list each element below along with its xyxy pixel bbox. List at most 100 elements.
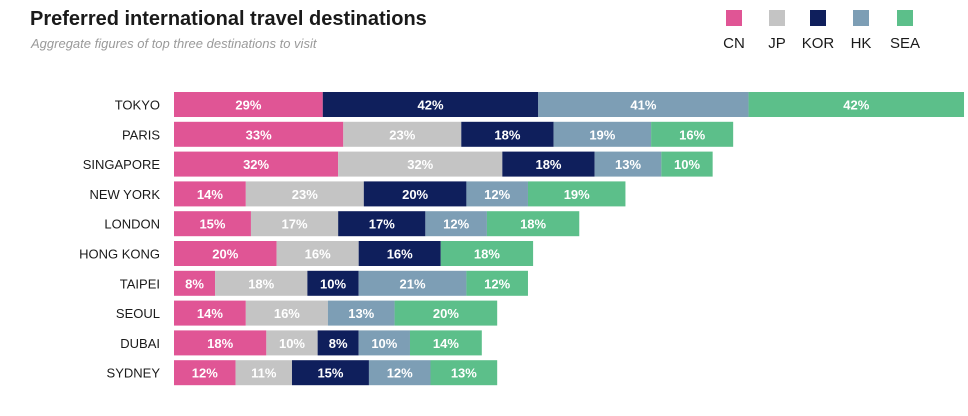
bar-label-new-york-cn: 14%: [197, 187, 223, 202]
legend-label-cn: CN: [723, 35, 745, 52]
bar-tokyo-cn: [174, 92, 323, 117]
bar-london-sea: [486, 211, 580, 237]
legend-item-jp: JP: [768, 10, 786, 52]
category-label-dubai: DUBAI: [120, 336, 160, 351]
bar-sydney-kor: [291, 360, 369, 386]
bar-label-taipei-sea: 12%: [484, 276, 510, 291]
bar-label-dubai-cn: 18%: [207, 336, 233, 351]
bar-label-hong-kong-jp: 16%: [305, 247, 331, 262]
bar-label-tokyo-cn: 29%: [235, 98, 261, 113]
legend-swatch-jp: [769, 10, 785, 26]
category-label-tokyo: TOKYO: [115, 98, 160, 113]
bar-label-hong-kong-sea: 18%: [474, 247, 500, 262]
bar-row-paris: 33% 23% 18% 19% 16%: [174, 121, 734, 147]
bar-label-paris-sea: 16%: [679, 127, 705, 142]
bar-hong-kong-jp: [276, 241, 359, 266]
bar-tokyo-sea: [748, 92, 965, 117]
bar-label-dubai-kor: 8%: [329, 336, 348, 351]
bar-row-tokyo: 29% 42% 41% 42%: [174, 92, 965, 117]
bar-london-kor: [338, 211, 426, 237]
bar-singapore-sea: [661, 151, 713, 177]
legend-swatch-sea: [897, 10, 913, 26]
legend-item-cn: CN: [723, 10, 745, 52]
bar-label-seoul-cn: 14%: [197, 306, 223, 321]
bar-seoul-jp: [245, 300, 328, 326]
bar-row-taipei: 8% 18% 10% 21% 12%: [174, 270, 528, 296]
bar-tokyo-hk: [538, 92, 749, 117]
bar-london-cn: [174, 211, 251, 237]
bar-row-singapore: 32% 32% 18% 13% 10%: [174, 151, 713, 177]
category-label-sydney: SYDNEY: [107, 366, 161, 381]
bar-row-hong-kong: 20% 16% 16% 18%: [174, 241, 534, 266]
bar-sydney-cn: [174, 360, 236, 386]
bar-label-paris-jp: 23%: [389, 127, 415, 142]
bar-paris-hk: [553, 121, 652, 147]
bar-new-york-sea: [527, 181, 626, 207]
bar-new-york-cn: [174, 181, 246, 207]
bar-label-new-york-hk: 12%: [484, 187, 510, 202]
bar-dubai-hk: [358, 330, 410, 356]
bar-paris-kor: [461, 121, 554, 147]
bar-label-paris-kor: 18%: [494, 127, 520, 142]
legend-swatch-hk: [853, 10, 869, 26]
bars: 29% 42% 41% 42% 33% 23% 18% 19% 16% 32% 32% 18% 13% 1…: [174, 92, 965, 386]
legend-item-hk: HK: [851, 10, 871, 52]
bar-label-taipei-kor: 10%: [320, 276, 346, 291]
bar-label-singapore-hk: 13%: [615, 157, 641, 172]
bar-label-sydney-kor: 15%: [317, 366, 343, 381]
bar-new-york-jp: [245, 181, 364, 207]
bar-label-dubai-sea: 14%: [433, 336, 459, 351]
bar-tokyo-kor: [322, 92, 539, 117]
bar-singapore-jp: [338, 151, 503, 177]
bar-row-dubai: 18% 10% 8% 10% 14%: [174, 330, 482, 356]
legend-label-sea: SEA: [890, 35, 920, 52]
bar-label-hong-kong-kor: 16%: [387, 247, 413, 262]
bar-seoul-sea: [394, 300, 498, 326]
bar-taipei-cn: [174, 270, 216, 296]
category-label-singapore: SINGAPORE: [83, 157, 161, 172]
bar-label-tokyo-kor: 42%: [417, 98, 443, 113]
bar-seoul-cn: [174, 300, 246, 326]
bar-dubai-sea: [409, 330, 482, 356]
bar-label-new-york-sea: 19%: [564, 187, 590, 202]
bar-taipei-jp: [215, 270, 308, 296]
bar-hong-kong-kor: [358, 241, 441, 266]
category-label-seoul: SEOUL: [116, 306, 160, 321]
bar-dubai-cn: [174, 330, 267, 356]
bar-label-singapore-cn: 32%: [243, 157, 269, 172]
bar-label-seoul-sea: 20%: [433, 306, 459, 321]
bar-label-tokyo-hk: 41%: [630, 98, 656, 113]
legend-item-kor: KOR: [802, 10, 835, 52]
bar-hong-kong-sea: [440, 241, 534, 266]
legend-swatch-kor: [810, 10, 826, 26]
bar-singapore-cn: [174, 151, 339, 177]
bar-label-taipei-hk: 21%: [400, 276, 426, 291]
bar-label-singapore-jp: 32%: [407, 157, 433, 172]
bar-label-tokyo-sea: 42%: [843, 98, 869, 113]
category-label-taipei: TAIPEI: [120, 276, 160, 291]
bar-label-taipei-jp: 18%: [248, 276, 274, 291]
bar-row-new-york: 14% 23% 20% 12% 19%: [174, 181, 626, 207]
bar-label-sydney-cn: 12%: [192, 366, 218, 381]
bar-dubai-jp: [266, 330, 318, 356]
bar-seoul-hk: [327, 300, 395, 326]
bar-label-london-kor: 17%: [369, 217, 395, 232]
chart-title: Preferred international travel destinati…: [30, 8, 427, 30]
legend-label-jp: JP: [768, 35, 786, 52]
bar-label-paris-cn: 33%: [246, 127, 272, 142]
legend: CN JP KOR HK SEA: [723, 10, 920, 52]
category-label-paris: PARIS: [122, 127, 160, 142]
bar-label-seoul-jp: 16%: [274, 306, 300, 321]
bar-row-london: 15% 17% 17% 12% 18%: [174, 211, 580, 237]
bar-paris-cn: [174, 121, 344, 147]
bar-london-jp: [250, 211, 339, 237]
bar-singapore-kor: [502, 151, 595, 177]
bar-paris-sea: [651, 121, 734, 147]
bar-label-sydney-hk: 12%: [387, 366, 413, 381]
bar-taipei-kor: [307, 270, 359, 296]
bar-london-hk: [425, 211, 487, 237]
category-label-london: LONDON: [104, 217, 160, 232]
legend-label-kor: KOR: [802, 35, 835, 52]
category-label-hong-kong: HONG KONG: [79, 247, 160, 262]
